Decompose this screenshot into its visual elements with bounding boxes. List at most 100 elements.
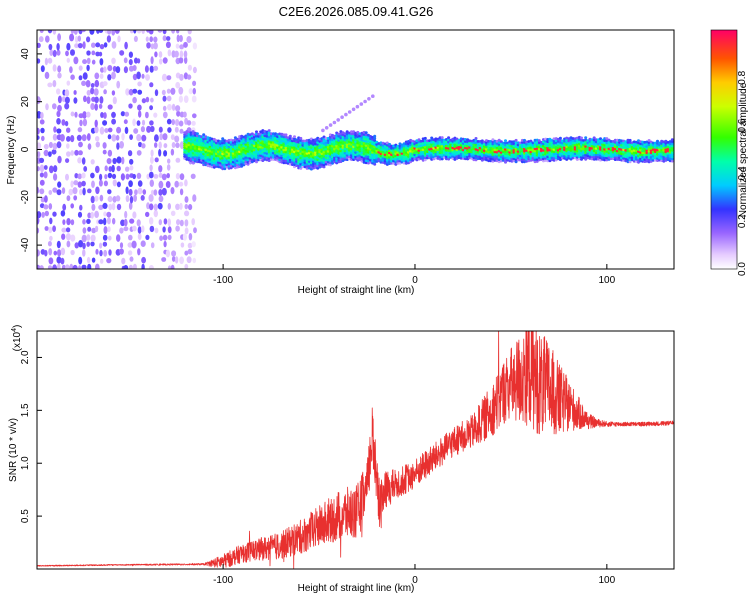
spectrogram-noise-cell — [86, 36, 91, 43]
spectrogram-noise-cell — [178, 57, 184, 64]
spectrogram-noise-cell — [107, 134, 112, 140]
spectrogram-noise-cell — [70, 49, 75, 56]
spectrogram-noise-cell — [129, 134, 134, 141]
spectrogram-signal-cell — [444, 142, 448, 146]
spectrogram-noise-cell — [106, 211, 112, 218]
spectrogram-noise-cell — [166, 118, 172, 125]
spectrogram-noise-cell — [163, 143, 168, 149]
spectrogram-noise-cell — [90, 241, 95, 247]
spectrogram-signal-cell — [301, 141, 305, 145]
spectrogram-noise-cell — [137, 233, 142, 241]
spectrogram-noise-cell — [94, 195, 99, 202]
spectrogram-signal-cell — [282, 144, 286, 148]
spectrogram-signal-cell — [373, 134, 377, 138]
spectrogram-noise-cell — [184, 56, 188, 64]
spectrogram-signal-cell — [282, 150, 286, 154]
spectrogram-noise-cell — [138, 110, 142, 118]
spectrogram-noise-cell — [74, 149, 79, 156]
spectrogram-signal-cell — [603, 158, 607, 162]
spectrogram-noise-cell — [48, 257, 54, 265]
spectrogram-noise-cell — [73, 56, 79, 65]
spectrogram-noise-cell — [141, 30, 145, 34]
spectrogram-noise-cell — [137, 58, 141, 64]
spectrogram-signal-cell — [322, 135, 326, 139]
spectrogram-signal-cell — [212, 137, 216, 141]
spectrogram-noise-cell — [162, 111, 168, 119]
spectrogram-noise-cell — [146, 42, 151, 49]
spectrogram-signal-cell — [463, 142, 467, 146]
spectrogram-noise-cell — [53, 165, 58, 173]
spectrogram-signal-cell — [282, 137, 286, 141]
spectrogram-signal-cell — [529, 139, 533, 143]
spectrogram-signal-cell — [520, 149, 524, 153]
spectrogram-signal-cell — [267, 129, 271, 132]
spectrogram-noise-cell — [111, 90, 116, 96]
spectrogram-signal-cell — [670, 146, 674, 150]
spectrogram-noise-cell — [56, 189, 62, 196]
spectrogram-signal-cell — [240, 164, 244, 168]
spectrogram-noise-cell — [70, 203, 74, 209]
spectrogram-noise-cell — [174, 135, 180, 143]
spectrogram-noise-cell — [53, 126, 57, 133]
spectrogram-noise-cell — [111, 164, 115, 173]
spectrogram-signal-cell — [202, 150, 206, 154]
spectrogram-noise-cell — [70, 30, 75, 34]
spectrogram-noise-cell — [37, 227, 40, 234]
spectrogram-noise-cell — [191, 218, 195, 226]
spectrogram-noise-cell — [119, 50, 125, 56]
spectrogram-noise-cell — [184, 203, 189, 210]
spectrogram-signal-cell — [305, 154, 309, 157]
spectrogram-x-ticks: -100 0 100 — [213, 264, 616, 286]
spectrogram-noise-cell — [66, 151, 71, 157]
spectrogram-noise-cell — [145, 111, 149, 119]
spectrogram-noise-cell — [170, 210, 176, 216]
spectrogram-noise-cell — [129, 165, 134, 171]
spectrogram-noise-cell — [64, 120, 69, 127]
spectrogram-noise-cell — [141, 98, 147, 104]
spectrogram-signal-cell — [324, 147, 328, 151]
spectrogram-noise-cell — [176, 30, 180, 34]
spectrogram-noise-cell — [179, 219, 184, 227]
spectrogram-noise-cell — [125, 173, 130, 180]
spectrogram-noise-cell — [141, 119, 146, 126]
spectrogram-signal-cell — [520, 160, 524, 164]
spectrogram-signal-cell — [558, 158, 562, 162]
spectrogram-noise-cell — [77, 35, 82, 42]
spectrogram-signal-cell — [223, 167, 227, 171]
spectrogram-noise-cell — [66, 136, 71, 142]
spectrogram-signal-cell — [592, 136, 596, 140]
spectrogram-signal-cell — [626, 160, 630, 164]
spectrogram-noise-cell — [125, 88, 130, 96]
spectrogram-signal-cell — [423, 158, 427, 162]
spectrogram-noise-cell — [90, 234, 96, 242]
spectrogram-noise-cell — [192, 113, 197, 119]
spectrogram-noise-cell — [66, 42, 71, 51]
spectrogram-signal-cell — [290, 163, 294, 167]
spectrogram-noise-cell — [111, 41, 117, 49]
spectrogram-noise-cell — [43, 143, 49, 150]
snr-xtick-label: 0 — [412, 575, 418, 586]
spectrogram-noise-cell — [167, 49, 172, 57]
spectrogram-signal-cell — [202, 133, 206, 137]
spectrogram-noise-cell — [170, 87, 176, 95]
spectrogram-noise-cell — [162, 105, 167, 111]
spectrogram-noise-cell — [163, 240, 167, 248]
spectrogram-noise-cell — [85, 80, 91, 88]
spectrogram-signal-cell — [271, 138, 275, 142]
spectrogram-noise-cell — [128, 59, 133, 66]
spectrogram-noise-cell — [162, 30, 167, 35]
spectrogram-noise-cell — [69, 263, 74, 269]
spectrogram-noise-cell — [77, 43, 83, 49]
spectrogram-noise-cell — [121, 133, 125, 141]
spectrogram-signal-cell — [350, 151, 353, 155]
spectrogram-noise-cell — [171, 256, 176, 262]
spectrogram-signal-cell — [455, 137, 459, 141]
spectrogram-signal-cell — [271, 145, 275, 149]
spectrogram-noise-cell — [163, 150, 168, 157]
spectrogram-noise-cell — [188, 233, 193, 241]
spectrogram-noise-cell — [86, 256, 91, 264]
spectrogram-noise-cell — [102, 241, 108, 247]
spectrogram-signal-cell — [195, 132, 199, 136]
spectrogram-noise-cell — [108, 166, 113, 172]
spectrogram-noise-cell — [100, 67, 105, 73]
